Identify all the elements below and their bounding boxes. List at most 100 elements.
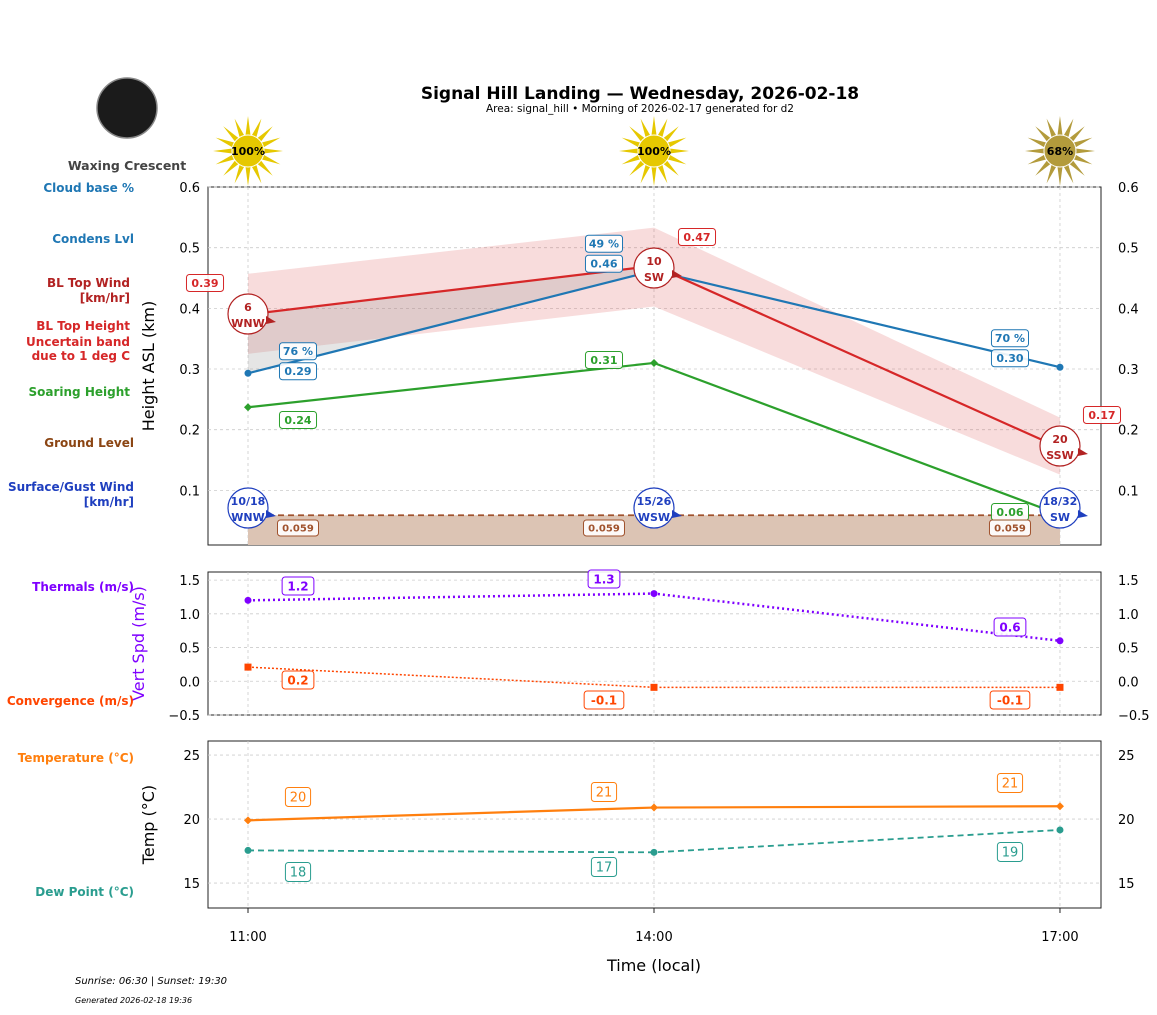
soaring-height-point [649,358,658,367]
y-tick-label-left: 0.1 [179,484,200,499]
sun-ray [259,137,281,149]
bl-top-height-value: 0.47 [683,231,710,244]
thermals-point [1056,637,1064,645]
bl-top-wind-badge: 6 WNW [227,293,276,335]
sun-ray [215,137,237,149]
sun-ray [665,137,687,149]
thermals-value-box [281,576,315,596]
y-tick-label-right: 0.5 [1118,242,1139,257]
sun-ray [661,126,679,144]
sun-percentage-label: 100% [231,145,265,158]
cloud-base-pct-value: 76 % [283,345,313,358]
bl-top-height-value: 0.17 [1088,409,1115,422]
wind-arrow-icon [1077,510,1088,518]
y-tick-label-left: 15 [183,877,200,892]
temperature-value: 21 [1002,777,1019,792]
y-tick-label-left: 1.5 [179,574,200,589]
y-axis-label: Temp (°C) [139,785,158,865]
thermals-point [244,596,252,604]
sun-ray [1062,118,1074,140]
y-tick-label-left: 0.3 [179,363,200,378]
x-tick-label: 14:00 [635,930,672,945]
y-tick-label-left: 0.6 [179,181,200,196]
wind-arrow-icon [671,270,682,278]
thermals-value: 1.2 [287,579,308,593]
chart-title: Signal Hill Landing — Wednesday, 2026-02… [421,84,859,104]
y-tick-label-right: 0.2 [1118,424,1139,439]
soaring-height-point [244,403,252,412]
dew-point-value-box [590,857,618,877]
y-axis-label: Height ASL (km) [139,301,158,431]
y-tick-label-left: 0.2 [179,424,200,439]
sun-ray [651,164,657,186]
surface-wind-badge-speed: 18/32 [1043,495,1078,508]
sun-icon [1024,116,1095,186]
y-tick-label-left: 0.5 [179,642,200,657]
thermals-value-box [993,617,1027,637]
soaring-height-value-box [584,351,624,369]
sun-ray [1071,153,1093,165]
y-tick-label-right: 0.3 [1118,363,1139,378]
cloud-base-pct-value-box [278,342,318,361]
surface-wind-badge: 18/32 SW [1039,487,1088,529]
legend-label: due to 1 deg C [32,349,131,363]
wind-arrow-icon [1077,448,1088,456]
sun-ray [656,162,668,184]
sun-ray [651,116,657,138]
sun-ray [1071,137,1093,149]
wind-arrow-icon [671,510,682,518]
y-tick-label-right: 0.1 [1118,484,1139,499]
surface-wind-badge-circle [633,487,675,529]
thermals-value-box [587,569,621,589]
sun-ray [1024,148,1047,154]
chart-subtitle: Area: signal_hill • Morning of 2026-02-1… [486,103,794,115]
surface-wind-badge-circle [227,487,269,529]
temperature-value-box [284,787,312,807]
dew-point-point [244,846,252,854]
legend-label: [km/hr] [80,291,130,305]
thermals-value: 0.6 [999,620,1020,634]
sun-ray [1035,126,1053,144]
sun-ray [1067,158,1085,176]
ground-level-value: 0.059 [994,524,1026,535]
bl-top-height-value-box [677,228,717,246]
surface-wind-badge-speed: 15/26 [637,495,672,508]
sun-percentage-label: 100% [637,145,671,158]
dew-point-value-box [996,842,1024,862]
bl-top-wind-badge: 20 SSW [1039,425,1088,467]
sun-disc [637,134,671,168]
sun-disc [1043,134,1077,168]
sun-ray [1062,162,1074,184]
y-tick-label-right: 1.5 [1118,574,1139,589]
dew-point-point [1056,826,1064,834]
sun-ray [665,153,687,165]
legend-label: Convergence (m/s) [7,694,134,708]
sun-disc [231,134,265,168]
sun-icon [618,116,689,186]
convergence-point [650,683,658,691]
y-tick-label-right: 1.0 [1118,608,1139,623]
temperature-value: 20 [290,791,307,806]
surface-wind-badge-direction: WNW [231,511,264,524]
bl-top-wind-badge-speed: 6 [244,301,252,314]
y-tick-label-right: 0.6 [1118,181,1139,196]
y-tick-label-left: 0.5 [179,242,200,257]
panel-frame-2 [207,740,1102,909]
convergence-point [1056,683,1064,691]
condens-level-value-box [584,254,624,273]
legend-label: Temperature (°C) [18,751,134,765]
sun-ray [1035,158,1053,176]
bl-top-wind-badge-circle [1039,425,1081,467]
soaring-height-value: 0.31 [590,354,617,367]
sun-ray [1046,118,1058,140]
y-tick-label-right: −0.5 [1118,709,1150,724]
condens-level-point [244,369,252,377]
y-tick-label-right: 0.0 [1118,675,1139,690]
bl-top-wind-badge-speed: 10 [646,255,662,268]
sun-ray [629,158,647,176]
y-tick-label-left: 0.4 [179,302,200,317]
ground-level-value-box [582,519,625,537]
sun-ray [250,118,262,140]
sun-ray [656,118,668,140]
bl-top-height-value-box [185,274,225,292]
